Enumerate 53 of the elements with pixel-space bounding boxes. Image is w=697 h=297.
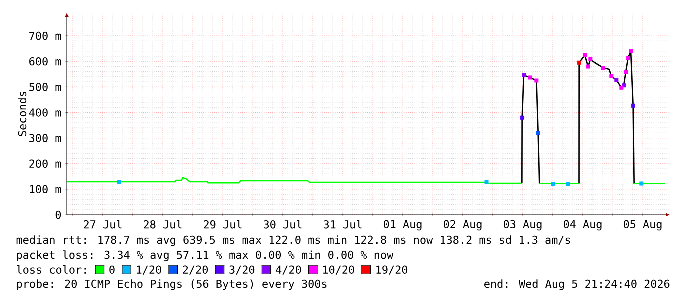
point [566, 182, 570, 186]
x-tick-label: 04 Aug [564, 220, 602, 231]
point [588, 58, 593, 62]
point [624, 70, 628, 74]
x-tick-label: 29 Jul [204, 220, 242, 229]
legend-label: 2/20 [183, 266, 208, 275]
point [631, 104, 636, 108]
y-tick-label: 0 [56, 210, 62, 220]
point [620, 86, 624, 90]
point [551, 182, 556, 186]
point [522, 73, 526, 78]
point [614, 78, 619, 82]
y-tick-label: 300 m [30, 134, 62, 142]
point [586, 64, 590, 69]
text: packet loss: 3.34 % avg 57.11 % max 0.00 % min 0.00 % now [17, 250, 394, 262]
point [610, 74, 614, 78]
point [520, 116, 524, 120]
point [528, 76, 532, 80]
text: median rtt: 178.7 ms avg 639.5 ms max 122.0 ms min 122.8 ms now 138.2 ms sd 1.3 am/s [16, 236, 570, 246]
point [484, 180, 489, 185]
legend-label: 19/20 [376, 266, 408, 275]
point [116, 180, 122, 184]
x-tick-label: 03 Aug [504, 220, 542, 231]
point [601, 66, 606, 70]
x-tick-label: 01 Aug [384, 220, 422, 231]
y-tick-label: 400 m [29, 108, 62, 117]
text: end: Wed Aug 5 21:24:40 2026 [484, 280, 670, 290]
x-tick-label: 27 Jul [84, 220, 122, 229]
x-tick-label: 28 Jul [144, 220, 182, 229]
legend-title: loss color: [17, 265, 86, 274]
x-tick-label: 02 Aug [444, 220, 482, 231]
y-tick-label: 600 m [30, 57, 62, 66]
point [536, 131, 540, 136]
point [534, 78, 539, 83]
x-tick-label: 30 Jul [264, 220, 302, 229]
y-tick-label: 200 m [30, 160, 62, 168]
x-tick-label: 05 Aug [624, 220, 662, 231]
point [629, 49, 634, 54]
point [640, 182, 644, 186]
legend-label: 1/20 [137, 266, 162, 275]
y-tick-label: 500 m [30, 83, 62, 92]
legend-label: 3/20 [230, 266, 255, 275]
legend-label: 10/20 [323, 266, 354, 275]
point [626, 56, 630, 60]
point [577, 60, 582, 65]
text: probe: 20 ICMP Echo Pings (56 Bytes) every 300s [17, 280, 327, 290]
y-tick-label: 100 m [30, 185, 62, 194]
y-axis-title: Seconds [18, 92, 27, 136]
y-tick-label: 700 m [30, 32, 62, 40]
point [583, 53, 588, 58]
x-tick-label: 31 Jul [324, 220, 362, 229]
legend-label: 0 [110, 266, 115, 274]
legend-label: 4/20 [276, 266, 302, 275]
